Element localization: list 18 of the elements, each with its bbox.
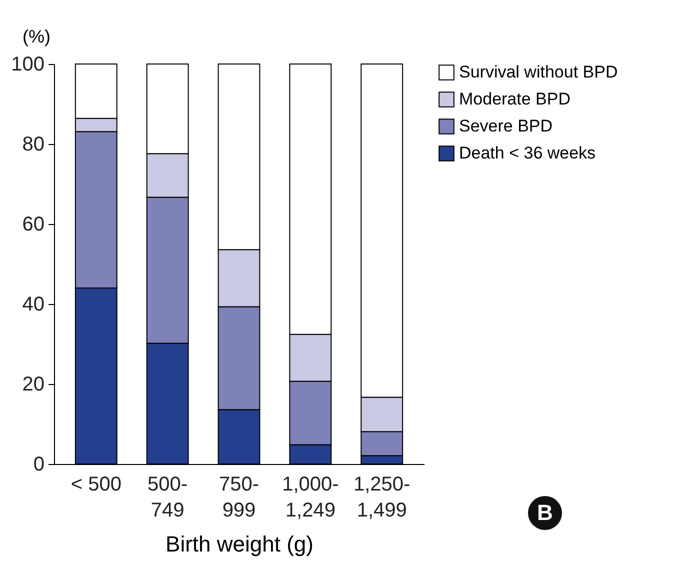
y-tick-label: 40 — [22, 294, 44, 316]
legend-label: Death < 36 weeks — [459, 144, 596, 162]
text: B — [528, 496, 562, 530]
x-axis-title: Birth weight (g) — [166, 532, 314, 556]
x-tick-label: 1,250- 1,499 — [354, 474, 410, 522]
y-tick-label: 80 — [22, 134, 44, 156]
x-tick-label: < 500 — [70, 474, 122, 496]
x-tick-label: 1,000- 1,249 — [282, 474, 339, 522]
y-axis-title: (%) — [22, 26, 50, 46]
y-tick-label: 20 — [22, 374, 44, 396]
y-tick-label: 0 — [33, 454, 44, 476]
y-tick-label: 100 — [11, 54, 44, 76]
y-tick-label: 60 — [22, 214, 44, 236]
legend-label: Survival without BPD — [459, 62, 618, 82]
legend-label: Severe BPD — [459, 116, 553, 136]
x-tick-label: 500- 749 — [148, 474, 188, 522]
x-tick-label: 750- 999 — [218, 474, 260, 522]
legend-label: Moderate BPD — [459, 90, 570, 108]
